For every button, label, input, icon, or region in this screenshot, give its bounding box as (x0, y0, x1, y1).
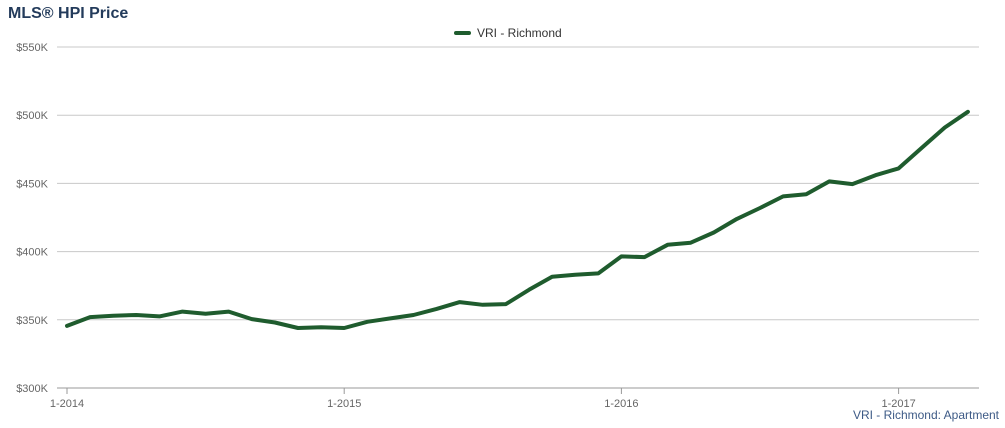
y-tick-label: $400K (16, 247, 48, 259)
x-tick-label: 1-2014 (50, 398, 84, 410)
legend-label: VRI - Richmond (477, 26, 562, 40)
y-tick-label: $300K (16, 383, 48, 395)
legend-swatch (454, 31, 471, 35)
x-tick-label: 1-2016 (604, 398, 638, 410)
y-tick-label: $350K (16, 315, 48, 327)
chart-title: MLS® HPI Price (8, 5, 129, 22)
x-tick-label: 1-2015 (327, 398, 361, 410)
series-line[interactable] (65, 109, 970, 330)
legend[interactable]: VRI - Richmond (454, 26, 562, 40)
y-tick-label: $500K (16, 110, 48, 122)
y-tick-label: $550K (16, 42, 48, 54)
y-tick-label: $450K (16, 178, 48, 190)
x-tick-label: 1-2017 (881, 398, 915, 410)
chart-footnote: VRI - Richmond: Apartment (852, 408, 999, 422)
